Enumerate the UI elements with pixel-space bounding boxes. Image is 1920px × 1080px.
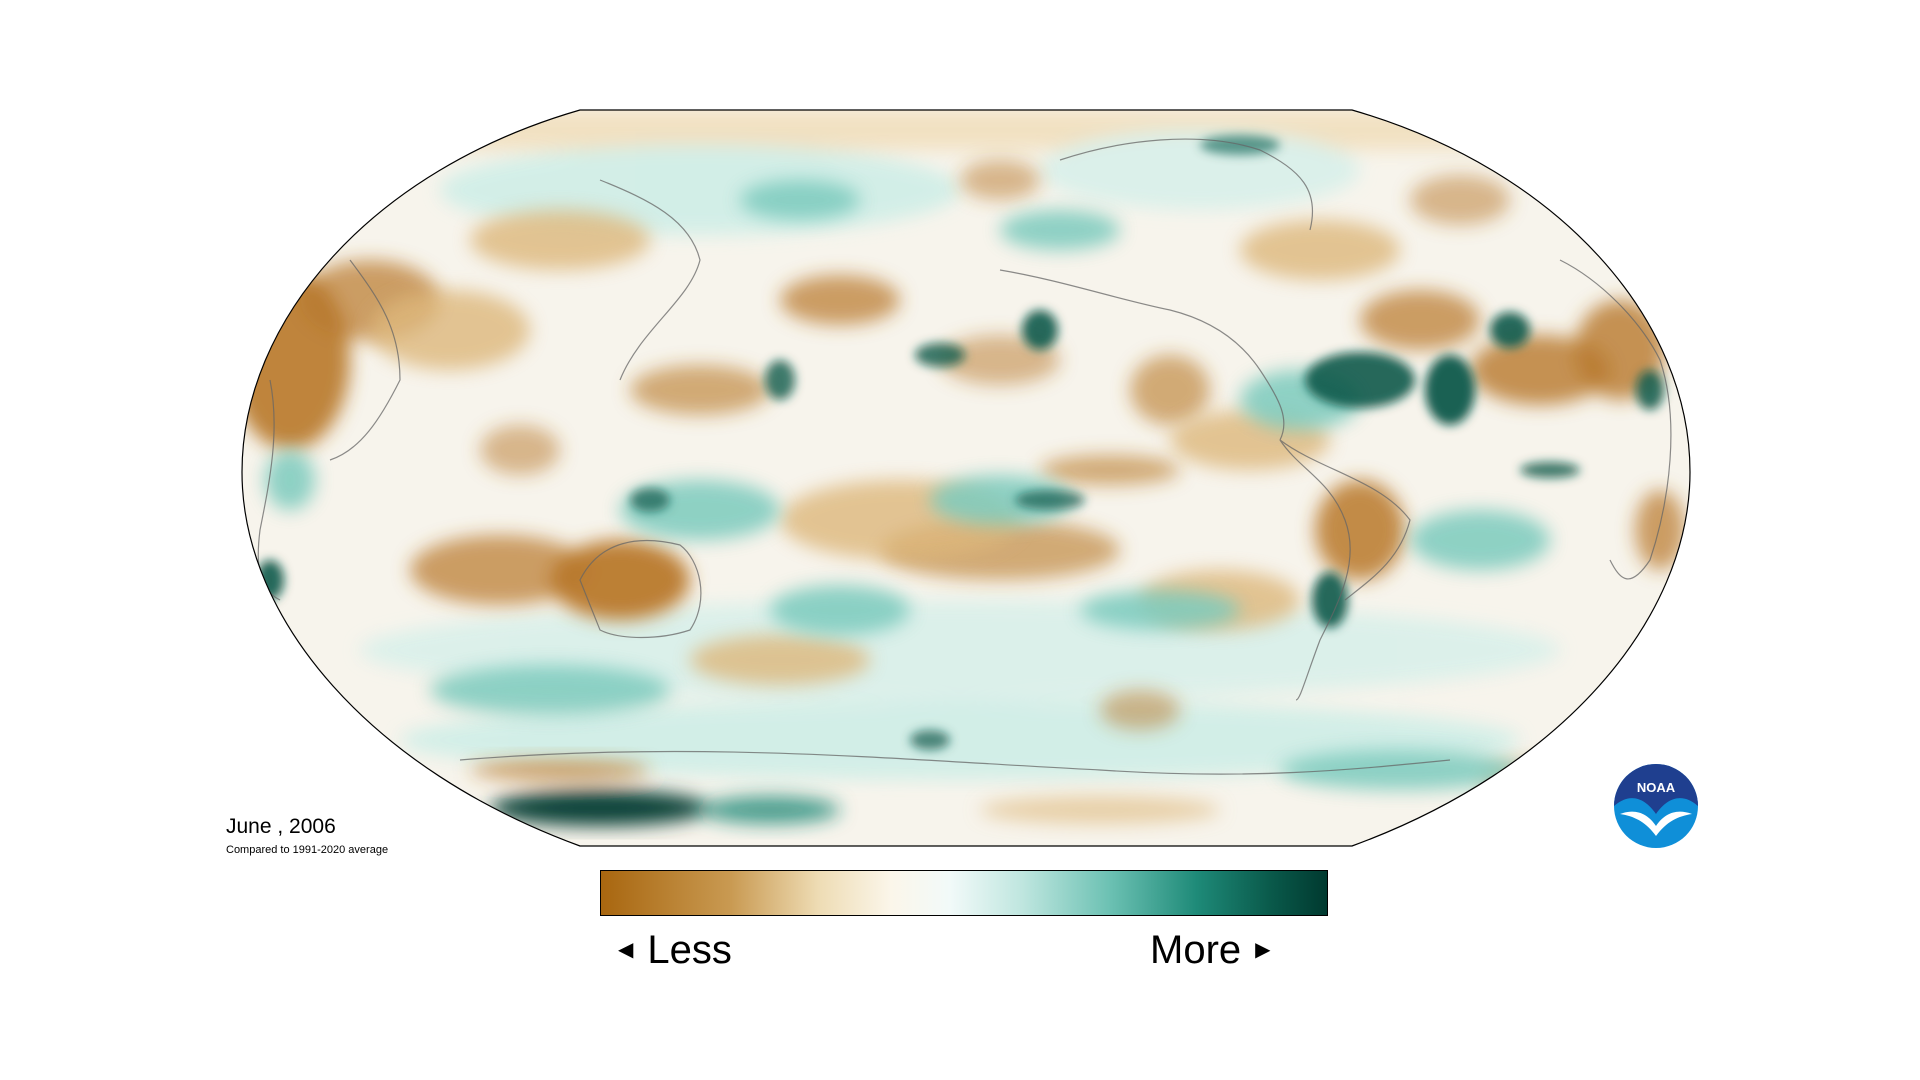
legend-low: ◀ Less: [618, 930, 732, 970]
triangle-left-icon: ◀: [618, 939, 634, 961]
noaa-seagull-logo-icon: NOAA: [1614, 764, 1698, 848]
legend-low-label: Less: [647, 928, 732, 972]
noaa-logo-text: NOAA: [1637, 780, 1676, 795]
legend-high-label: More: [1150, 928, 1242, 972]
map-date-label: June , 2006: [226, 815, 336, 838]
anomaly-field: [242, 110, 1690, 846]
colorbar-fill: [600, 870, 1328, 916]
map-baseline-label: Compared to 1991-2020 average: [226, 844, 389, 856]
globe-outline: [241, 109, 1691, 847]
legend-high: More ▶: [1150, 930, 1271, 970]
triangle-right-icon: ▶: [1255, 939, 1271, 961]
colorbar: [600, 870, 1328, 916]
